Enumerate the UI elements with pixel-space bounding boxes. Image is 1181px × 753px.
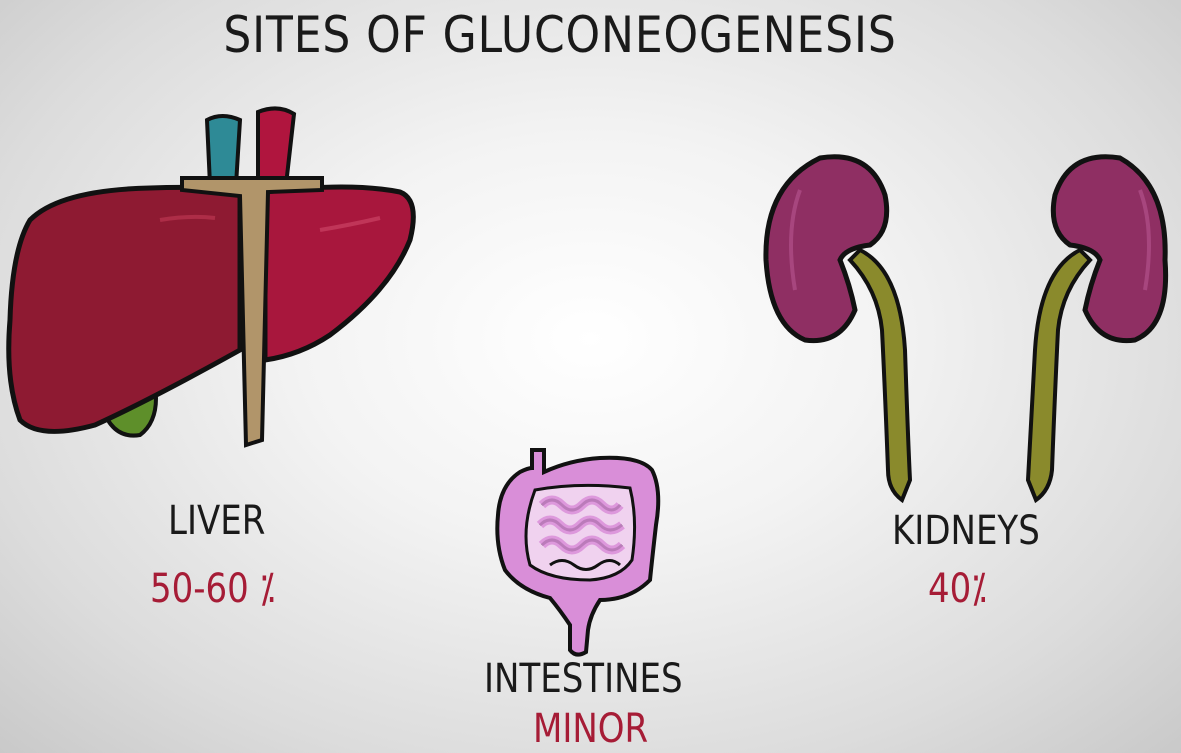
liver-label: LIVER [168,498,266,544]
intestines-illustration [495,448,661,657]
intestines-value: MINOR [533,706,649,752]
kidneys-value: 40⁒ [928,566,987,612]
page-title: SITES OF GLUCONEOGENESIS [223,6,897,64]
right-kidney-illustration [1025,154,1169,504]
kidneys-label: KIDNEYS [892,508,1040,554]
left-kidney-illustration [763,154,913,504]
intestines-label: INTESTINES [484,656,683,702]
liver-value: 50-60 ⁒ [150,566,275,612]
liver-illustration [6,106,416,448]
